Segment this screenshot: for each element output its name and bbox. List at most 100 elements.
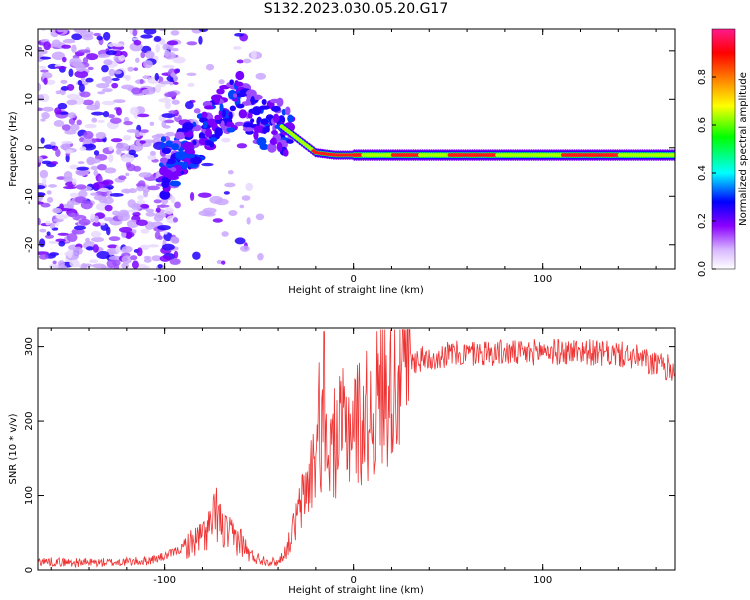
spectrogram-noise-blob xyxy=(141,88,156,95)
spectrogram-noise-blob xyxy=(186,72,197,77)
spectrogram-noise-blob xyxy=(106,259,117,268)
spectrogram-ridge-blob xyxy=(286,139,294,144)
spectrogram-noise-blob xyxy=(139,244,150,251)
spectrogram-noise-blob xyxy=(97,163,107,171)
spectrogram-noise-blob xyxy=(128,209,140,213)
spectrogram-noise-blob xyxy=(221,260,226,265)
spectrogram-noise-blob xyxy=(97,119,105,123)
spectrogram-noise-blob xyxy=(108,145,114,152)
spectrogram-noise-blob xyxy=(149,150,156,156)
spectrogram-noise-blob xyxy=(77,49,91,54)
spectrogram-noise-blob xyxy=(61,124,71,131)
spectrogram-noise-blob xyxy=(145,50,155,59)
spectrogram-noise-blob xyxy=(166,40,179,46)
spectrogram-noise-blob xyxy=(147,154,157,161)
spectrogram-noise-blob xyxy=(97,91,106,95)
snr-y-tick-label: 200 xyxy=(24,412,35,431)
spectrogram-noise-blob xyxy=(48,263,59,269)
spectrogram-noise-blob xyxy=(203,212,216,217)
spectrogram-ridge-blob xyxy=(219,103,224,112)
spectrogram-ridge-blob xyxy=(175,150,188,160)
snr-x-ticks: -100 0 100 xyxy=(50,328,657,586)
spectrogram-noise-blob xyxy=(116,107,123,116)
spectrogram-noise-blob xyxy=(38,82,42,92)
spectrogram-y-label: Frequency (Hz) xyxy=(8,111,19,187)
spectrogram-noise-blob xyxy=(113,99,126,104)
spectrogram-noise-blob xyxy=(239,204,245,209)
spectrogram-noise-blob xyxy=(41,112,50,120)
spectrogram-noise-blob xyxy=(92,244,99,253)
spectrogram-noise-blob xyxy=(117,212,131,222)
spectrogram-noise-blob xyxy=(103,31,111,41)
spectrogram-noise-blob xyxy=(157,264,163,269)
spectrogram-noise-blob xyxy=(130,255,138,261)
spectrogram-noise-blob xyxy=(41,72,53,79)
spectrogram-noise-blob xyxy=(71,44,77,53)
spectrogram-noise-blob xyxy=(48,240,60,244)
spectrogram-ridge-blob xyxy=(213,94,221,104)
spectrogram-noise-blob xyxy=(40,69,49,73)
spectrogram-noise-blob xyxy=(131,87,142,95)
colorbar-ticks: 0.0 0.2 0.4 0.6 0.8 xyxy=(697,69,716,277)
spectrogram-y-tick-label: 0 xyxy=(24,145,35,151)
spectrogram-noise-blob xyxy=(56,29,66,33)
spectrogram-noise-blob xyxy=(132,229,137,234)
spectrogram-noise-blob xyxy=(246,217,251,225)
spectrogram-noise-blob xyxy=(221,231,229,237)
spectrogram-noise-blob xyxy=(75,63,86,73)
spectrogram-noise-blob xyxy=(91,117,98,123)
spectrogram-noise-blob xyxy=(51,51,66,61)
spectrogram-noise-blob xyxy=(77,161,85,165)
spectrogram-noise-blob xyxy=(111,82,119,89)
spectrogram-noise-blob xyxy=(218,79,225,85)
spectrogram-noise-blob xyxy=(135,57,140,63)
spectrogram-noise-blob xyxy=(133,67,139,72)
spectrogram-noise-blob xyxy=(38,217,41,226)
spectrogram-noise-blob xyxy=(85,246,94,251)
spectrogram-noise-blob xyxy=(132,165,142,172)
spectrogram-noise-blob xyxy=(66,99,78,106)
spectrogram-noise-blob xyxy=(201,162,214,167)
spectrogram-noise-blob xyxy=(216,259,223,265)
spectrogram-noise-blob xyxy=(71,229,85,235)
spectrogram-noise-blob xyxy=(136,200,146,205)
spectrogram-ridge-blob xyxy=(168,175,180,180)
colorbar-tick-label: 0.8 xyxy=(697,69,708,85)
spectrogram-ridge-blob xyxy=(262,127,268,135)
colorbar-tick-label: 0.0 xyxy=(697,261,708,277)
spectrogram-noise-blob xyxy=(121,245,133,253)
spectrogram-ridge-blob xyxy=(238,109,248,119)
spectrogram-noise-blob xyxy=(93,32,101,37)
spectrogram-noise-blob xyxy=(174,201,181,209)
spectrogram-noise-blob xyxy=(108,153,114,163)
spectrogram-noise-blob xyxy=(54,208,62,214)
spectrogram-noise-blob xyxy=(108,68,116,77)
spectrogram-noise-blob xyxy=(163,230,168,235)
spectrogram-ridge-blob xyxy=(161,147,172,155)
spectrogram-ridge-blob xyxy=(181,126,189,133)
spectrogram-noise-blob xyxy=(69,192,80,198)
snr-x-tick-label: 100 xyxy=(533,575,552,586)
spectrogram-noise-blob xyxy=(60,79,68,84)
spectrogram-noise-blob xyxy=(234,32,245,37)
spectrogram-noise-blob xyxy=(147,185,160,191)
spectrogram-noise-blob xyxy=(92,181,107,190)
spectrogram-noise-blob xyxy=(80,200,93,210)
spectrogram-noise-blob xyxy=(101,64,109,73)
spectrogram-noise-blob xyxy=(49,222,56,229)
spectrogram-noise-blob xyxy=(149,121,155,127)
spectrogram-noise-blob xyxy=(49,252,60,256)
spectrogram-noise-blob xyxy=(38,156,44,163)
spectrogram-noise-blob xyxy=(69,259,80,268)
spectrogram-noise-blob xyxy=(142,75,151,80)
spectrogram-y-tick-label: 20 xyxy=(24,44,35,57)
spectrogram-noise-blob xyxy=(118,226,133,233)
spectrogram-noise-blob xyxy=(161,243,175,251)
spectrogram-noise-blob xyxy=(112,210,120,216)
spectrogram-noise-blob xyxy=(75,184,87,190)
spectrogram-noise-blob xyxy=(74,196,87,204)
spectrogram-noise-blob xyxy=(128,149,136,156)
spectrogram-noise-blob xyxy=(40,137,45,144)
spectrogram-noise-blob xyxy=(38,238,46,248)
spectrogram-noise-blob xyxy=(66,249,73,259)
